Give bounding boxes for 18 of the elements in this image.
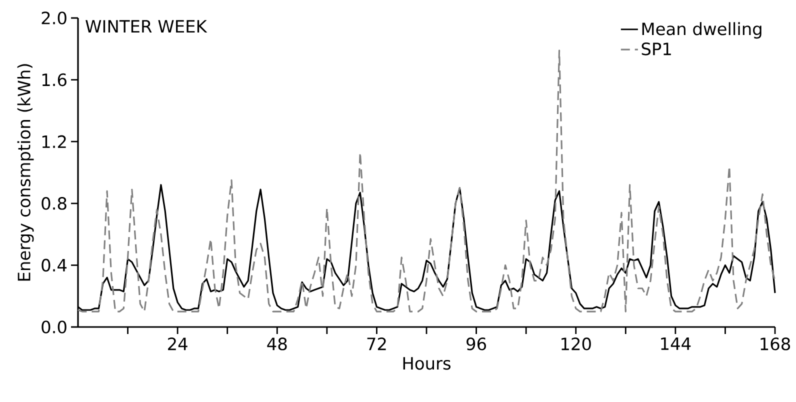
x-tick-label: 144 xyxy=(661,337,691,350)
x-tick-label: 72 xyxy=(367,337,386,350)
y-tick-label: 1.2 xyxy=(42,135,66,148)
y-tick-label: 0.0 xyxy=(42,320,66,334)
y-tick-label: 0.4 xyxy=(42,258,67,272)
y-tick-label: 1.6 xyxy=(42,73,66,86)
x-tick-label: 168 xyxy=(760,337,790,350)
x-tick-label: 96 xyxy=(466,337,486,350)
y-tick-label: 2.0 xyxy=(42,12,66,24)
y-axis-title: Energy consmption (kWh) xyxy=(17,64,34,281)
x-tick-label: 120 xyxy=(562,337,591,350)
legend-label: SP1 xyxy=(642,42,671,56)
legend-label: Mean dwelling xyxy=(642,22,762,39)
chart-title: WINTER WEEK xyxy=(86,20,208,33)
y-tick-label: 0.8 xyxy=(42,196,66,210)
x-tick-label: 48 xyxy=(267,337,287,350)
x-axis-title: Hours xyxy=(403,357,450,370)
x-tick-label: 24 xyxy=(168,337,188,350)
